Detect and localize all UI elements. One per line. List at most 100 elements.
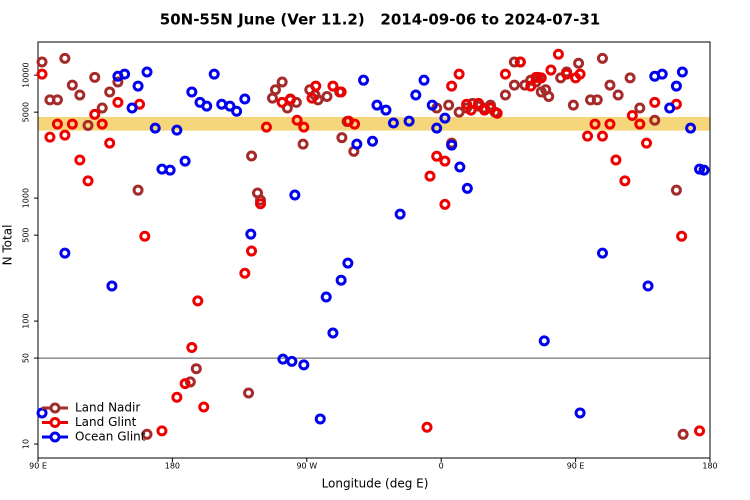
point <box>312 94 324 106</box>
point <box>74 154 86 166</box>
point <box>245 228 257 240</box>
point <box>351 138 363 150</box>
point <box>525 80 537 92</box>
point <box>591 94 603 106</box>
point <box>89 108 101 120</box>
point <box>454 161 466 173</box>
point <box>277 353 289 365</box>
legend-marker <box>49 402 61 414</box>
point <box>298 359 310 371</box>
point <box>335 86 347 98</box>
point <box>446 139 458 151</box>
point <box>491 107 503 119</box>
point <box>44 131 56 143</box>
point <box>208 68 220 80</box>
point <box>349 118 361 130</box>
point <box>164 164 176 176</box>
point <box>626 109 638 121</box>
point <box>443 99 455 111</box>
point <box>371 99 383 111</box>
point <box>335 274 347 286</box>
point <box>126 102 138 114</box>
point <box>260 121 272 133</box>
point <box>574 68 586 80</box>
point <box>171 391 183 403</box>
point <box>51 118 63 130</box>
point <box>342 257 354 269</box>
x-tick-label: 0 <box>439 462 444 471</box>
point <box>582 130 594 142</box>
point <box>439 112 451 124</box>
point <box>306 92 318 104</box>
point <box>179 378 191 390</box>
point <box>104 86 116 98</box>
y-tick-label: 10000 <box>22 62 31 87</box>
point <box>431 150 443 162</box>
point <box>473 97 485 109</box>
point <box>276 76 288 88</box>
point <box>141 66 153 78</box>
point <box>59 247 71 259</box>
point <box>624 72 636 84</box>
point <box>589 118 601 130</box>
point <box>552 48 564 60</box>
point <box>358 74 370 86</box>
point <box>619 175 631 187</box>
point <box>246 150 258 162</box>
point <box>201 100 213 112</box>
point <box>514 56 526 68</box>
point <box>612 89 624 101</box>
point <box>426 99 438 111</box>
point <box>59 129 71 141</box>
point <box>139 230 151 242</box>
point <box>461 182 473 194</box>
point <box>394 208 406 220</box>
point <box>530 71 542 83</box>
point <box>431 122 443 134</box>
point <box>89 71 101 83</box>
point <box>184 376 196 388</box>
point <box>327 80 339 92</box>
plot-frame <box>37 41 711 459</box>
legend-label: Land Nadir <box>75 401 140 415</box>
y-tick-label: 100 <box>22 313 31 328</box>
point <box>132 184 144 196</box>
point <box>171 124 183 136</box>
point <box>446 80 458 92</box>
point <box>685 122 697 134</box>
point <box>321 91 333 103</box>
point <box>596 52 608 64</box>
point <box>453 68 465 80</box>
point <box>314 413 326 425</box>
point <box>179 155 191 167</box>
point <box>535 72 547 84</box>
point <box>106 280 118 292</box>
point <box>239 93 251 105</box>
point <box>439 198 451 210</box>
point <box>634 118 646 130</box>
point <box>269 84 281 96</box>
point <box>66 79 78 91</box>
point <box>543 91 555 103</box>
point <box>424 170 436 182</box>
point <box>367 135 379 147</box>
point <box>634 102 646 114</box>
point <box>104 137 116 149</box>
point <box>604 79 616 91</box>
point <box>246 245 258 257</box>
point <box>51 94 63 106</box>
point <box>320 291 332 303</box>
point <box>610 154 622 166</box>
point <box>149 122 161 134</box>
band <box>38 116 710 131</box>
point <box>239 267 251 279</box>
y-tick-label: 50 <box>22 353 31 363</box>
point <box>255 198 267 210</box>
point <box>465 104 477 116</box>
point <box>538 335 550 347</box>
point <box>641 137 653 149</box>
point <box>336 132 348 144</box>
point <box>198 401 210 413</box>
point <box>298 121 310 133</box>
